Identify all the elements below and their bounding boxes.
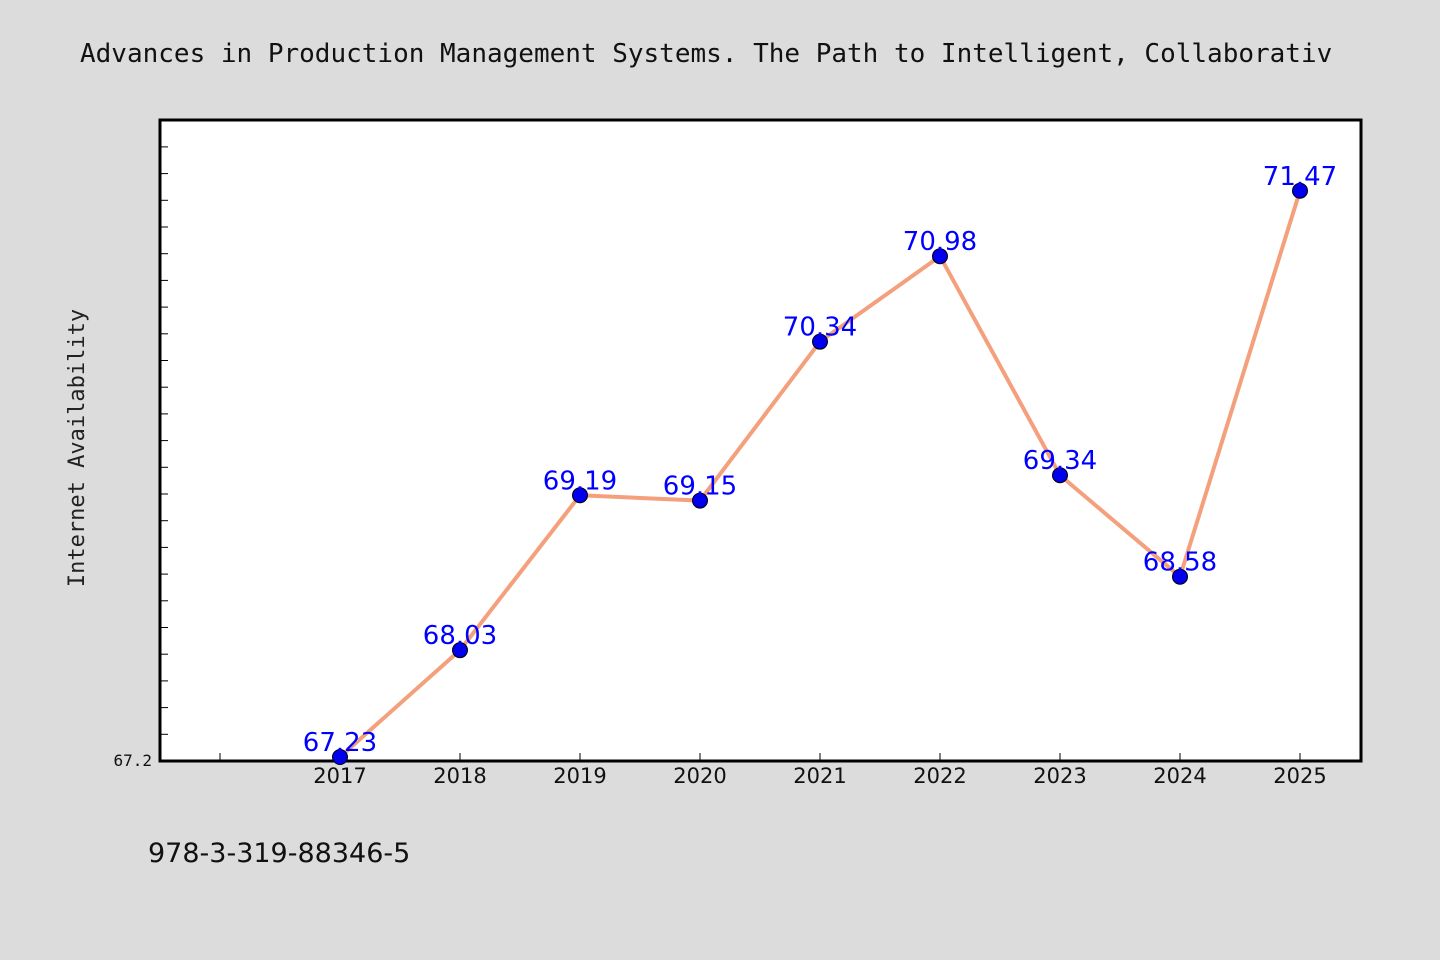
x-tick-label: 2025 [1273,764,1326,788]
x-tick-label: 2020 [673,764,726,788]
data-label: 67.23 [303,728,377,758]
data-point [452,642,468,659]
y-tick-label: 67.2 [113,751,152,770]
data-markers [332,182,1308,765]
data-label: 68.58 [1143,548,1217,578]
data-labels: 67.23 68.03 69.19 69.15 70.34 70.98 69.34 68.58… [303,162,1337,758]
footnote-isbn: 978-3-319-88346-5 [148,838,410,869]
y-axis-label: Internet Availability [65,309,90,587]
data-label: 69.19 [543,466,617,496]
x-tick-label: 2022 [913,764,966,788]
data-point [1052,467,1068,484]
data-point [1172,568,1188,585]
data-label: 70.98 [903,227,977,257]
data-point [692,492,708,509]
data-point [572,487,588,504]
x-axis-ticks: 2017 2018 2019 2020 2021 2022 2023 2024 2025 [219,753,1327,788]
data-label: 68.03 [423,621,497,651]
x-tick-label: 2024 [1153,764,1206,788]
data-point [812,333,828,350]
data-point [1292,182,1308,199]
plot-area [158,118,1363,763]
x-tick-label: 2018 [433,764,486,788]
x-tick-label: 2021 [793,764,846,788]
x-tick-label: 2017 [313,764,366,788]
x-tick-label: 2023 [1033,764,1086,788]
x-tick-label: 2019 [553,764,606,788]
data-label: 70.34 [783,313,857,343]
data-label: 69.34 [1023,446,1097,476]
data-point [932,248,948,265]
data-label: 71.47 [1263,162,1337,192]
chart-title: Advances in Production Management System… [80,39,1332,69]
data-label: 69.15 [663,472,737,502]
y-minor-ticks [160,119,168,762]
data-point [332,748,348,765]
